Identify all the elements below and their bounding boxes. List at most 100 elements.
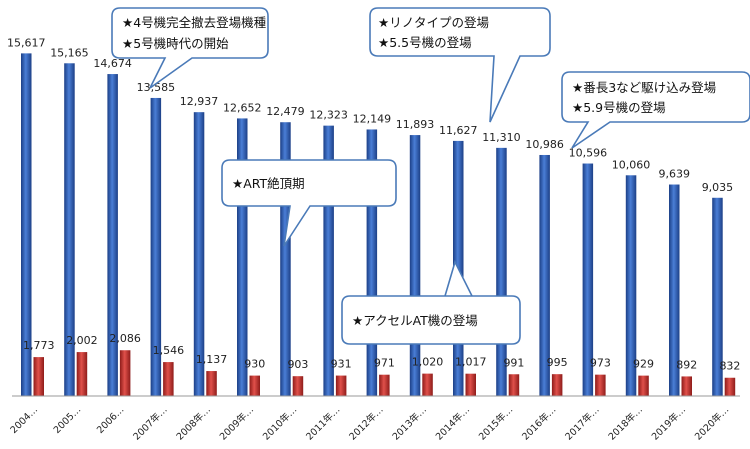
bar-new [681, 376, 692, 396]
bar-new [335, 375, 347, 396]
callout-text-line1: ★4号機完全撤去登場機種 [122, 15, 267, 30]
bar-total [539, 154, 550, 396]
x-tick-label: 2004… [9, 404, 41, 436]
x-tick-label: 2006… [95, 404, 127, 436]
x-tick-label: 2012年… [347, 404, 386, 443]
bar-new [163, 362, 174, 396]
value-label-new: 1,017 [455, 356, 487, 369]
callout-text-line2: ★5号機時代の開始 [122, 36, 229, 51]
value-label-total: 9,639 [659, 168, 691, 181]
bar-total [107, 74, 118, 396]
x-tick-label: 2018年… [606, 404, 645, 443]
x-tick-label: 2005… [52, 404, 84, 436]
x-tick-label: 2007年… [131, 404, 170, 443]
value-label-total: 12,652 [223, 101, 262, 114]
value-label-total: 9,035 [702, 181, 734, 194]
value-labels-layer: 15,617 1,773 15,165 2,002 14,674 2,086 13,585 1… [7, 36, 740, 372]
x-tick-label: 2017年… [563, 404, 602, 443]
callout-bubble [341, 259, 521, 345]
x-tick-label: 2019年… [649, 404, 688, 443]
bar-new [33, 357, 44, 396]
value-label-new: 929 [633, 358, 654, 371]
value-label-total: 11,627 [439, 124, 478, 137]
callout-bancho: ★番長3など駆け込み登場 ★5.9号機の登場 [561, 71, 750, 149]
bar-total [64, 63, 75, 396]
value-label-new: 995 [547, 356, 568, 369]
callout-text-line1: ★ART絶頂期 [232, 176, 305, 191]
bar-total [280, 122, 291, 397]
value-label-total: 13,585 [137, 81, 176, 94]
bar-new [379, 374, 390, 396]
bars-layer [21, 53, 736, 397]
bar-total [625, 175, 637, 396]
x-tick-label: 2010年… [260, 404, 299, 443]
bar-total [712, 197, 723, 396]
callout-art: ★ART絶頂期 [221, 159, 397, 247]
value-label-new: 930 [244, 358, 265, 371]
value-label-new: 2,086 [109, 332, 141, 345]
bar-new [206, 371, 217, 396]
value-label-total: 10,060 [612, 158, 651, 171]
bar-total [193, 112, 205, 397]
callout-4go: ★4号機完全撤去登場機種 ★5号機時代の開始 [111, 7, 269, 89]
bar-new [76, 352, 88, 396]
value-label-total: 15,165 [50, 46, 89, 59]
value-label-new: 991 [503, 356, 524, 369]
bar-new [292, 376, 304, 396]
bar-new [724, 377, 736, 396]
bar-total [237, 118, 248, 396]
value-label-new: 1,137 [196, 353, 228, 366]
callout-text-line2: ★5.9号機の登場 [572, 100, 666, 115]
value-label-new: 903 [287, 358, 308, 371]
value-label-total: 12,149 [353, 112, 392, 125]
bar-total [669, 184, 680, 396]
x-tick-label: 2013年… [390, 404, 429, 443]
value-label-total: 15,617 [7, 36, 46, 49]
value-label-new: 973 [590, 357, 611, 370]
value-label-total: 10,596 [569, 147, 608, 160]
callout-accel: ★アクセルAT機の登場 [341, 259, 521, 345]
bar-new [119, 350, 131, 396]
bar-new [422, 373, 433, 396]
value-label-new: 832 [719, 360, 740, 373]
value-label-new: 1,020 [412, 356, 444, 369]
callout-bubble [111, 7, 269, 89]
x-tick-label: 2011年… [303, 404, 342, 443]
bar-new [465, 373, 476, 396]
value-label-total: 11,310 [482, 131, 521, 144]
callout-rino: ★リノタイプの登場 ★5.5号機の登場 [369, 7, 551, 123]
value-label-total: 14,674 [93, 57, 132, 70]
value-label-total: 11,893 [396, 118, 435, 131]
x-tick-label: 2015年… [476, 404, 515, 443]
x-tick-labels: 2004… 2005… 2006… 2007年… 2008年… 2009年… 2010年… 2… [9, 404, 732, 443]
value-label-total: 12,937 [180, 95, 219, 108]
bar-new [638, 375, 649, 396]
value-label-new: 892 [676, 358, 697, 371]
bar-total [21, 53, 32, 396]
value-label-new: 1,546 [153, 344, 185, 357]
bar-new [249, 375, 260, 396]
bar-total [366, 129, 378, 396]
value-label-new: 1,773 [23, 339, 55, 352]
bar-total [496, 147, 507, 396]
callout-bubble [221, 159, 397, 247]
value-label-total: 12,323 [309, 109, 348, 122]
callout-bubble [561, 71, 750, 149]
value-label-new: 971 [374, 357, 395, 370]
value-label-new: 2,002 [66, 334, 98, 347]
callout-text-line1: ★番長3など駆け込み登場 [572, 80, 716, 95]
callout-text-line2: ★5.5号機の登場 [378, 35, 472, 50]
value-label-total: 12,479 [266, 105, 305, 118]
value-label-total: 10,986 [525, 138, 564, 151]
callout-text-line1: ★アクセルAT機の登場 [352, 313, 478, 328]
bar-total [323, 125, 334, 397]
x-tick-label: 2020年… [692, 404, 731, 443]
bar-new [595, 374, 606, 396]
x-tick-label: 2016年… [519, 404, 558, 443]
x-tick-label: 2008年… [174, 404, 213, 443]
bar-total [582, 163, 594, 396]
bar-total [409, 135, 421, 397]
callout-bubble [369, 7, 551, 123]
bar-new [551, 374, 563, 396]
